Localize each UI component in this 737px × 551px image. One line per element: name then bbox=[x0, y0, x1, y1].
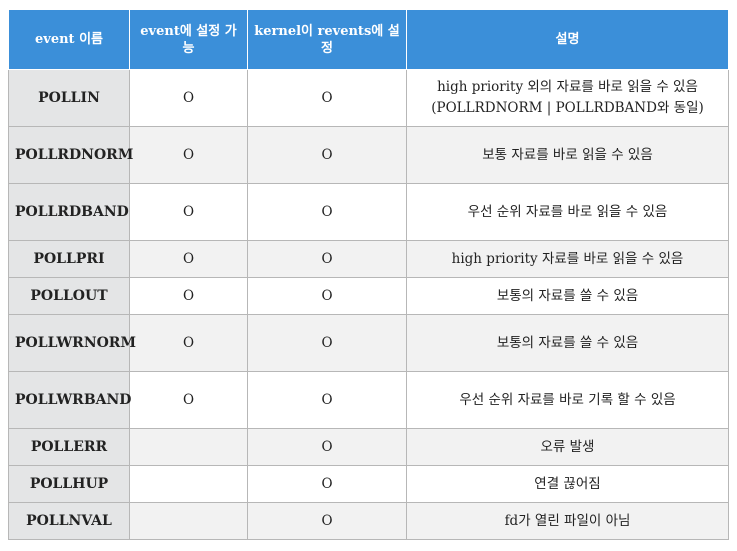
settable-cell: O bbox=[129, 183, 248, 241]
table-row: POLLHUP O 연결 끊어짐 bbox=[8, 465, 729, 503]
event-name-cell: POLLOUT bbox=[8, 277, 130, 315]
header-event-name: event 이름 bbox=[8, 9, 130, 70]
settable-cell bbox=[129, 502, 248, 540]
poll-events-table-container: event 이름 event에 설정 가능 kernel이 revents에 설… bbox=[8, 9, 729, 540]
revents-cell: O bbox=[247, 502, 407, 540]
event-name-cell: POLLERR bbox=[8, 428, 130, 466]
poll-events-table: event 이름 event에 설정 가능 kernel이 revents에 설… bbox=[8, 9, 729, 540]
event-name-cell: POLLRDNORM bbox=[8, 126, 133, 184]
revents-cell: O bbox=[247, 371, 407, 429]
revents-cell: O bbox=[247, 183, 407, 241]
table-row: POLLPRI O O high priority 자료를 바로 읽을 수 있음 bbox=[8, 240, 729, 278]
revents-cell: O bbox=[247, 126, 407, 184]
settable-cell: O bbox=[129, 371, 248, 429]
event-name-cell: POLLWRNORM bbox=[8, 314, 136, 372]
revents-cell: O bbox=[247, 69, 407, 127]
event-name-cell: POLLIN bbox=[8, 69, 130, 127]
table-row: POLLRDBAND O O 우선 순위 자료를 바로 읽을 수 있음 bbox=[8, 183, 729, 241]
settable-cell bbox=[129, 428, 248, 466]
description-cell: 보통 자료를 바로 읽을 수 있음 bbox=[406, 126, 729, 184]
settable-cell bbox=[129, 465, 248, 503]
event-name-cell: POLLRDBAND bbox=[8, 183, 130, 241]
description-cell: 연결 끊어짐 bbox=[406, 465, 729, 503]
revents-cell: O bbox=[247, 465, 407, 503]
settable-cell: O bbox=[129, 277, 248, 315]
description-cell: fd가 열린 파일이 아님 bbox=[406, 502, 729, 540]
header-settable: event에 설정 가능 bbox=[129, 9, 248, 70]
settable-cell: O bbox=[129, 69, 248, 127]
event-name-cell: POLLWRBAND bbox=[8, 371, 131, 429]
settable-cell: O bbox=[129, 126, 248, 184]
header-description: 설명 bbox=[406, 9, 729, 70]
description-cell: 우선 순위 자료를 바로 기록 할 수 있음 bbox=[406, 371, 729, 429]
description-cell: 보통의 자료를 쓸 수 있음 bbox=[406, 277, 729, 315]
description-cell: 우선 순위 자료를 바로 읽을 수 있음 bbox=[406, 183, 729, 241]
table-row: POLLOUT O O 보통의 자료를 쓸 수 있음 bbox=[8, 277, 729, 315]
table-row: POLLWRBAND O O 우선 순위 자료를 바로 기록 할 수 있음 bbox=[8, 371, 729, 429]
event-name-cell: POLLHUP bbox=[8, 465, 130, 503]
table-row: POLLNVAL O fd가 열린 파일이 아님 bbox=[8, 502, 729, 540]
event-name-cell: POLLPRI bbox=[8, 240, 130, 278]
table-row: POLLERR O 오류 발생 bbox=[8, 428, 729, 466]
description-cell: 보통의 자료를 쓸 수 있음 bbox=[406, 314, 729, 372]
revents-cell: O bbox=[247, 314, 407, 372]
table-row: POLLIN O O high priority 외의 자료를 바로 읽을 수 … bbox=[8, 69, 729, 127]
table-header-row: event 이름 event에 설정 가능 kernel이 revents에 설… bbox=[8, 9, 729, 70]
description-cell: high priority 외의 자료를 바로 읽을 수 있음 (POLLRDN… bbox=[406, 69, 729, 127]
table-row: POLLRDNORM O O 보통 자료를 바로 읽을 수 있음 bbox=[8, 126, 729, 184]
settable-cell: O bbox=[129, 240, 248, 278]
revents-cell: O bbox=[247, 240, 407, 278]
settable-cell: O bbox=[129, 314, 248, 372]
event-name-cell: POLLNVAL bbox=[8, 502, 130, 540]
table-row: POLLWRNORM O O 보통의 자료를 쓸 수 있음 bbox=[8, 314, 729, 372]
description-cell: high priority 자료를 바로 읽을 수 있음 bbox=[406, 240, 729, 278]
revents-cell: O bbox=[247, 428, 407, 466]
revents-cell: O bbox=[247, 277, 407, 315]
description-cell: 오류 발생 bbox=[406, 428, 729, 466]
header-revents: kernel이 revents에 설정 bbox=[247, 9, 407, 70]
